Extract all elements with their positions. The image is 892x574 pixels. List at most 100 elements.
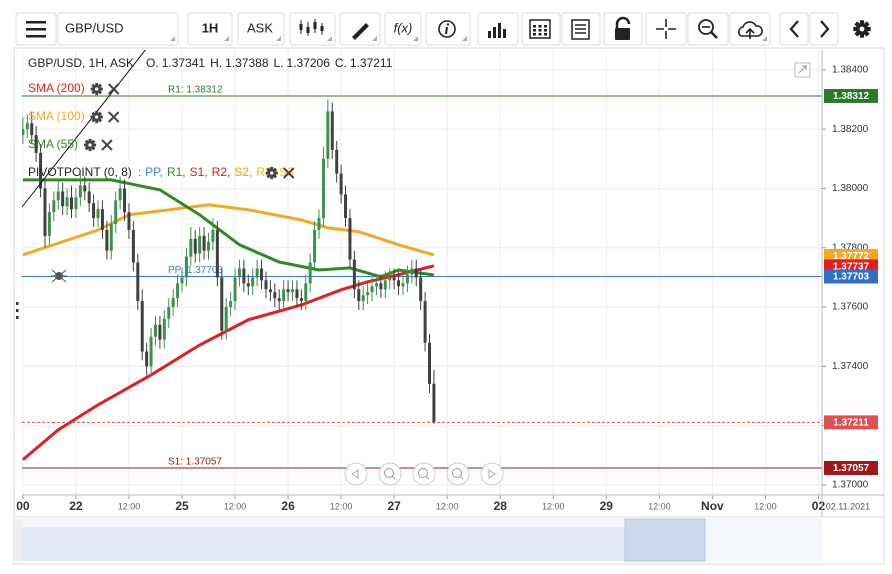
candle-body [149,336,153,367]
corner-mark [276,36,281,41]
candle-body [140,301,144,352]
x-tick-label: 12:00 [542,501,565,511]
ohlc-value: 1.37388 [225,56,269,70]
calendar-icon [529,19,551,39]
overlay: 1.370001.372001.374001.376001.378001.380… [14,50,884,562]
legend-label[interactable]: SMA (200) [28,81,85,95]
lock-icon [615,16,631,28]
close-icon[interactable] [107,111,120,123]
corner-mark [327,36,332,41]
menu-icon [26,28,46,31]
nav-button[interactable] [378,462,402,486]
candle-body [264,280,268,290]
toolbar-button[interactable] [237,12,285,46]
candle-body [167,307,171,319]
x-tick-label: 00 [16,499,30,513]
nav-button[interactable] [412,462,436,486]
info-icon [446,23,450,26]
toolbar-button[interactable] [779,12,809,46]
price-tag-label: 1.37703 [833,272,870,283]
candle-icon [306,27,310,33]
candle-body [428,342,432,384]
sma-line [22,178,435,279]
corner-mark [170,36,175,41]
x-tick-label: 12:00 [224,501,247,511]
candle-body [114,200,118,225]
toolbar-button[interactable] [645,12,687,46]
candle-body [392,277,396,281]
candle-body [242,268,246,284]
candle-body [273,292,277,299]
toolbar-button[interactable] [57,12,179,46]
sma-line [22,203,435,257]
candle-body [229,301,233,308]
arrow-right [820,20,830,38]
toolbar-button[interactable] [425,12,471,46]
candle-body [131,229,135,263]
toolbar: GBP/USD 1H ASK f(x) [15,12,871,46]
calendar-icon [544,33,547,36]
candle-body [158,324,162,340]
gear-icon [95,87,99,91]
candle-body [56,191,60,201]
candle-body [344,194,348,219]
close-icon[interactable] [283,167,295,179]
toolbar-button[interactable] [809,12,839,46]
price-tag [824,415,878,430]
candle-body [419,277,423,302]
candle-body [96,209,100,219]
y-tick-label: 1.37000 [832,480,869,491]
candle-body [233,277,237,302]
candle-body [410,268,414,275]
plot: R1: 1.38312 PP: 1.37703 S1: 1.37057 [22,50,822,469]
candle-body [388,277,392,281]
info-icon [445,26,448,35]
candle-body [136,262,140,302]
toolbar-button[interactable] [384,12,422,46]
legend-label[interactable]: SMA (100) [28,109,85,123]
trend-line [22,50,146,208]
candle-body [423,301,427,343]
candle-body [366,292,370,296]
candle-body [207,241,211,251]
candle-body [118,188,122,201]
cloud-icon [745,27,755,39]
arrow-left [789,20,799,38]
candle-body [34,135,38,153]
pivot-label: R1: 1.38312 [168,85,223,96]
candle-body [335,149,339,174]
navigator-window[interactable] [624,518,706,562]
candle-body [224,307,228,331]
legend-label[interactable]: SMA (55) [28,137,78,151]
nav-icon [351,469,359,479]
toolbar-button[interactable] [187,12,233,46]
close-icon[interactable] [107,83,120,95]
candle-body [414,268,418,278]
x-tick-label: 25 [175,499,189,513]
candle-body [127,212,131,230]
close-icon[interactable] [101,139,113,151]
nav-button[interactable] [480,462,504,486]
y-tick-label: 1.38000 [832,183,869,194]
candle-body [198,235,202,254]
corner-mark [413,36,418,41]
toolbar-button[interactable] [687,12,729,46]
candle-body [83,185,87,192]
candle-body [286,289,290,293]
candle-body [61,191,65,207]
nav-button[interactable] [344,462,368,486]
pivot-label: S1: 1.37057 [168,457,222,468]
price-tag [824,269,878,284]
corner-mark [372,36,377,41]
candle-body [237,268,241,278]
candle-body [184,256,188,278]
pivot-legend-item: S1, [190,165,208,179]
nav-button[interactable] [446,462,470,486]
price-type-label: ASK [247,20,273,35]
candle-body [211,229,215,242]
function-label: f(x) [394,20,413,35]
candle-body [193,238,197,254]
x-tick-label: 22 [69,499,83,513]
candle-body [171,298,175,308]
